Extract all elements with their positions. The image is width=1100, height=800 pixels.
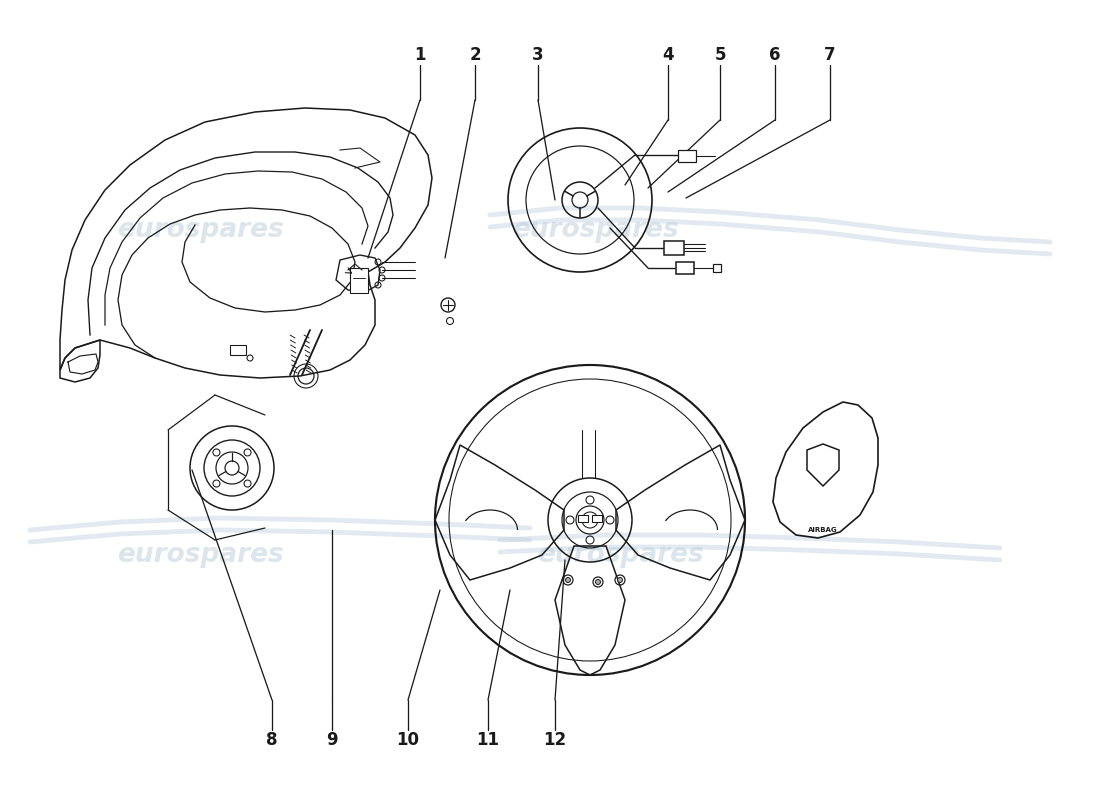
Text: eurospares: eurospares	[512, 217, 679, 243]
Text: 12: 12	[543, 731, 566, 749]
Circle shape	[565, 578, 571, 582]
FancyBboxPatch shape	[664, 241, 684, 255]
Text: 7: 7	[824, 46, 836, 64]
Circle shape	[617, 578, 623, 582]
Text: 8: 8	[266, 731, 277, 749]
FancyBboxPatch shape	[676, 262, 694, 274]
Text: 5: 5	[714, 46, 726, 64]
Text: AIRBAG: AIRBAG	[808, 527, 838, 533]
Text: 6: 6	[769, 46, 781, 64]
Text: eurospares: eurospares	[537, 542, 703, 568]
FancyBboxPatch shape	[578, 515, 588, 522]
Text: 3: 3	[532, 46, 543, 64]
Text: 10: 10	[396, 731, 419, 749]
FancyBboxPatch shape	[230, 345, 246, 355]
Text: 1: 1	[415, 46, 426, 64]
Text: eurospares: eurospares	[117, 542, 284, 568]
FancyBboxPatch shape	[713, 264, 721, 272]
Text: 9: 9	[327, 731, 338, 749]
Circle shape	[595, 579, 601, 585]
Text: 2: 2	[470, 46, 481, 64]
Text: 4: 4	[662, 46, 674, 64]
FancyBboxPatch shape	[678, 150, 696, 162]
FancyBboxPatch shape	[592, 515, 602, 522]
Text: 11: 11	[476, 731, 499, 749]
FancyBboxPatch shape	[350, 268, 368, 293]
Text: eurospares: eurospares	[117, 217, 284, 243]
